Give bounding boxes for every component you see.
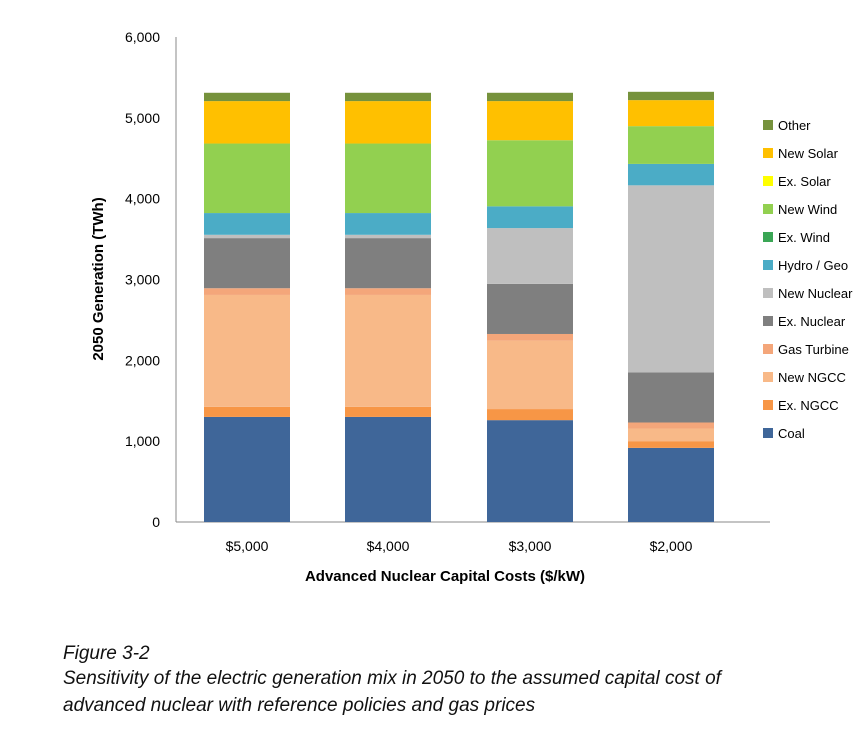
bar-segment-new-nuclear (204, 234, 290, 239)
bar-segment-new-ngcc (345, 294, 431, 407)
legend-label: Ex. Nuclear (778, 314, 846, 329)
legend-swatch (763, 316, 773, 326)
y-tick-label: 6,000 (125, 29, 160, 45)
bar-segment-new-ngcc (487, 340, 573, 410)
legend-swatch (763, 400, 773, 410)
bar-segment-new-solar (487, 101, 573, 141)
x-tick-label: $2,000 (650, 538, 693, 554)
legend-label: New NGCC (778, 370, 846, 385)
legend-swatch (763, 176, 773, 186)
bar-segment-ex-ngcc (487, 409, 573, 421)
bar-segment-new-wind (628, 126, 714, 164)
legend-label: Ex. Solar (778, 174, 831, 189)
bar-segment-ex-nuclear (487, 283, 573, 334)
legend-item: Hydro / Geo (763, 258, 848, 273)
legend-item: Ex. Nuclear (763, 314, 846, 329)
bar-segment-other (487, 92, 573, 102)
bar-segment-ex-ngcc (628, 441, 714, 448)
bar-segment-other (628, 91, 714, 101)
legend-label: New Wind (778, 202, 837, 217)
bar-segment-hydro-geo (345, 213, 431, 235)
bar-segment-gas-turbine (487, 333, 573, 341)
legend-swatch (763, 260, 773, 270)
bar-segment-new-wind (345, 143, 431, 214)
bar-segment-new-solar (204, 101, 290, 144)
legend-label: Ex. Wind (778, 230, 830, 245)
y-tick-label: 5,000 (125, 110, 160, 126)
bar-segment-new-solar (345, 101, 431, 144)
legend-item: Other (763, 118, 811, 133)
y-tick-label: 0 (152, 514, 160, 530)
bar-segment-new-ngcc (628, 428, 714, 442)
bar-segment-new-nuclear (628, 185, 714, 373)
legend-label: New Solar (778, 146, 839, 161)
legend-swatch (763, 372, 773, 382)
figure-label: Figure 3-2 (63, 643, 150, 664)
bar-segment-coal (628, 447, 714, 522)
bar-segment-hydro-geo (204, 213, 290, 235)
bar-segment-new-ngcc (204, 294, 290, 407)
bar-segment-hydro-geo (487, 206, 573, 229)
bar-segment-coal (487, 420, 573, 522)
legend-item: Ex. NGCC (763, 398, 839, 413)
x-tick-label: $5,000 (226, 538, 269, 554)
legend-swatch (763, 288, 773, 298)
legend-label: Other (778, 118, 811, 133)
bar-segment-other (345, 92, 431, 102)
legend-swatch (763, 148, 773, 158)
legend-label: Hydro / Geo (778, 258, 848, 273)
bar-segment-coal (345, 416, 431, 522)
bar-segment-new-nuclear (345, 234, 431, 239)
bar-segment-ex-ngcc (345, 406, 431, 417)
bar-segment-new-solar (628, 100, 714, 127)
legend-swatch (763, 120, 773, 130)
bar-segment-gas-turbine (628, 422, 714, 429)
legend-item: Ex. Solar (763, 174, 831, 189)
bar-segment-ex-ngcc (204, 406, 290, 417)
x-tick-label: $3,000 (509, 538, 552, 554)
bar-segment-ex-nuclear (204, 238, 290, 289)
legend-swatch (763, 204, 773, 214)
legend-item: New Solar (763, 146, 839, 161)
legend-label: Coal (778, 426, 805, 441)
legend-item: New Wind (763, 202, 837, 217)
caption-line-2: advanced nuclear with reference policies… (63, 695, 536, 716)
stacked-bar-chart: 0 1,000 2,000 3,000 4,000 5,000 6,000 $5,000 $4… (90, 29, 853, 585)
legend-swatch (763, 232, 773, 242)
y-tick-label: 3,000 (125, 272, 160, 288)
bar-segment-new-nuclear (487, 228, 573, 284)
bar-segment-new-wind (204, 143, 290, 214)
bar-segment-coal (204, 416, 290, 522)
bar-segment-hydro-geo (628, 163, 714, 186)
legend-swatch (763, 344, 773, 354)
bar-segment-gas-turbine (345, 288, 431, 295)
legend-item: Ex. Wind (763, 230, 830, 245)
x-axis-title: Advanced Nuclear Capital Costs ($/kW) (305, 568, 585, 585)
y-axis-title: 2050 Generation (TWh) (90, 197, 107, 360)
bar-segment-ex-nuclear (345, 238, 431, 289)
legend-swatch (763, 428, 773, 438)
y-tick-label: 4,000 (125, 191, 160, 207)
legend-label: Gas Turbine (778, 342, 849, 357)
x-tick-label: $4,000 (367, 538, 410, 554)
bar-segment-ex-nuclear (628, 372, 714, 423)
caption-line-1: Sensitivity of the electric generation m… (63, 668, 721, 689)
legend-label: Ex. NGCC (778, 398, 839, 413)
legend-item: New NGCC (763, 370, 846, 385)
y-tick-label: 1,000 (125, 433, 160, 449)
legend-item: Coal (763, 426, 805, 441)
y-tick-label: 2,000 (125, 352, 160, 368)
legend-label: New Nuclear (778, 286, 853, 301)
legend-item: New Nuclear (763, 286, 853, 301)
bar-segment-new-wind (487, 140, 573, 207)
bar-segment-gas-turbine (204, 288, 290, 295)
bar-segment-other (204, 92, 290, 102)
legend-item: Gas Turbine (763, 342, 849, 357)
